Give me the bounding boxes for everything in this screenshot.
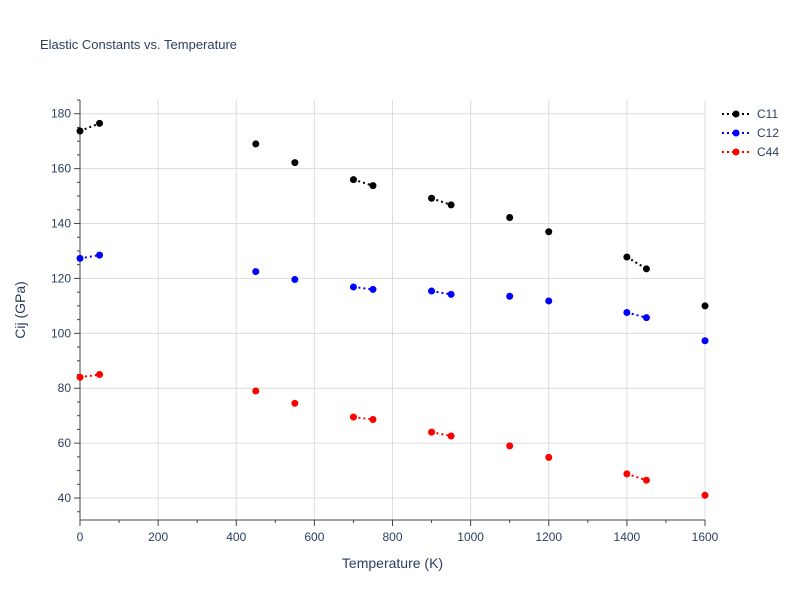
data-point-c12 bbox=[96, 251, 104, 259]
y-tick-label: 140 bbox=[51, 217, 71, 231]
y-tick-label: 160 bbox=[51, 162, 71, 176]
data-point-c11 bbox=[428, 194, 436, 202]
data-point-c44 bbox=[545, 453, 553, 461]
data-point-c44 bbox=[623, 470, 631, 478]
data-point-c44 bbox=[96, 371, 104, 379]
data-point-c12 bbox=[291, 276, 299, 284]
data-point-c11 bbox=[623, 253, 631, 261]
data-point-c44 bbox=[349, 413, 357, 421]
data-point-c11 bbox=[545, 228, 553, 236]
y-axis-title: Cij (GPa) bbox=[12, 281, 28, 339]
data-point-c12 bbox=[701, 337, 709, 345]
data-point-c44 bbox=[369, 416, 377, 424]
data-point-c12 bbox=[349, 283, 357, 291]
x-tick-label: 200 bbox=[148, 530, 168, 544]
legend-label: C44 bbox=[757, 145, 779, 159]
chart-title: Elastic Constants vs. Temperature bbox=[40, 37, 238, 52]
legend-marker bbox=[732, 129, 740, 137]
data-point-c11 bbox=[506, 213, 514, 221]
data-point-c11 bbox=[369, 182, 377, 190]
data-point-c12 bbox=[506, 292, 514, 300]
x-tick-label: 600 bbox=[304, 530, 324, 544]
data-point-c12 bbox=[545, 297, 553, 305]
series-line-segment bbox=[353, 178, 374, 187]
series-line-segment bbox=[626, 472, 647, 482]
data-point-c44 bbox=[701, 491, 709, 499]
x-tick-label: 1200 bbox=[535, 530, 562, 544]
data-point-c12 bbox=[447, 290, 455, 298]
data-point-c44 bbox=[252, 387, 260, 395]
data-point-c44 bbox=[642, 476, 650, 484]
x-tick-label: 1000 bbox=[457, 530, 484, 544]
data-point-c11 bbox=[349, 176, 357, 184]
legend-label: C11 bbox=[757, 107, 778, 121]
data-point-c11 bbox=[96, 119, 104, 127]
y-tick-label: 40 bbox=[58, 491, 72, 505]
data-point-c44 bbox=[291, 399, 299, 407]
data-point-c11 bbox=[291, 159, 299, 167]
x-tick-label: 800 bbox=[382, 530, 402, 544]
x-tick-label: 1400 bbox=[614, 530, 641, 544]
y-tick-label: 120 bbox=[51, 271, 71, 285]
data-point-c44 bbox=[506, 442, 514, 450]
data-point-c12 bbox=[76, 254, 84, 262]
data-point-c12 bbox=[369, 285, 377, 293]
x-tick-label: 1600 bbox=[692, 530, 719, 544]
series-line-segment bbox=[79, 122, 100, 132]
data-point-c11 bbox=[701, 302, 709, 310]
legend-label: C12 bbox=[757, 126, 779, 140]
x-tick-label: 0 bbox=[77, 530, 84, 544]
data-point-c12 bbox=[428, 287, 436, 295]
y-tick-label: 180 bbox=[51, 107, 71, 121]
data-point-c11 bbox=[642, 265, 650, 273]
data-point-c12 bbox=[642, 314, 650, 322]
data-point-c11 bbox=[447, 201, 455, 209]
series-line-segment bbox=[626, 256, 647, 270]
series-line-segment bbox=[431, 197, 452, 206]
legend-marker bbox=[732, 110, 740, 118]
y-tick-label: 80 bbox=[58, 381, 72, 395]
data-point-c44 bbox=[447, 432, 455, 440]
data-point-c12 bbox=[252, 268, 260, 276]
data-point-c12 bbox=[623, 308, 631, 316]
x-tick-label: 400 bbox=[226, 530, 246, 544]
y-tick-label: 100 bbox=[51, 326, 71, 340]
data-point-c11 bbox=[252, 140, 260, 148]
y-tick-label: 60 bbox=[58, 436, 72, 450]
data-point-c11 bbox=[76, 127, 84, 135]
x-axis-title: Temperature (K) bbox=[342, 555, 443, 571]
data-point-c44 bbox=[76, 373, 84, 381]
data-point-c44 bbox=[428, 428, 436, 436]
legend-marker bbox=[732, 148, 740, 156]
